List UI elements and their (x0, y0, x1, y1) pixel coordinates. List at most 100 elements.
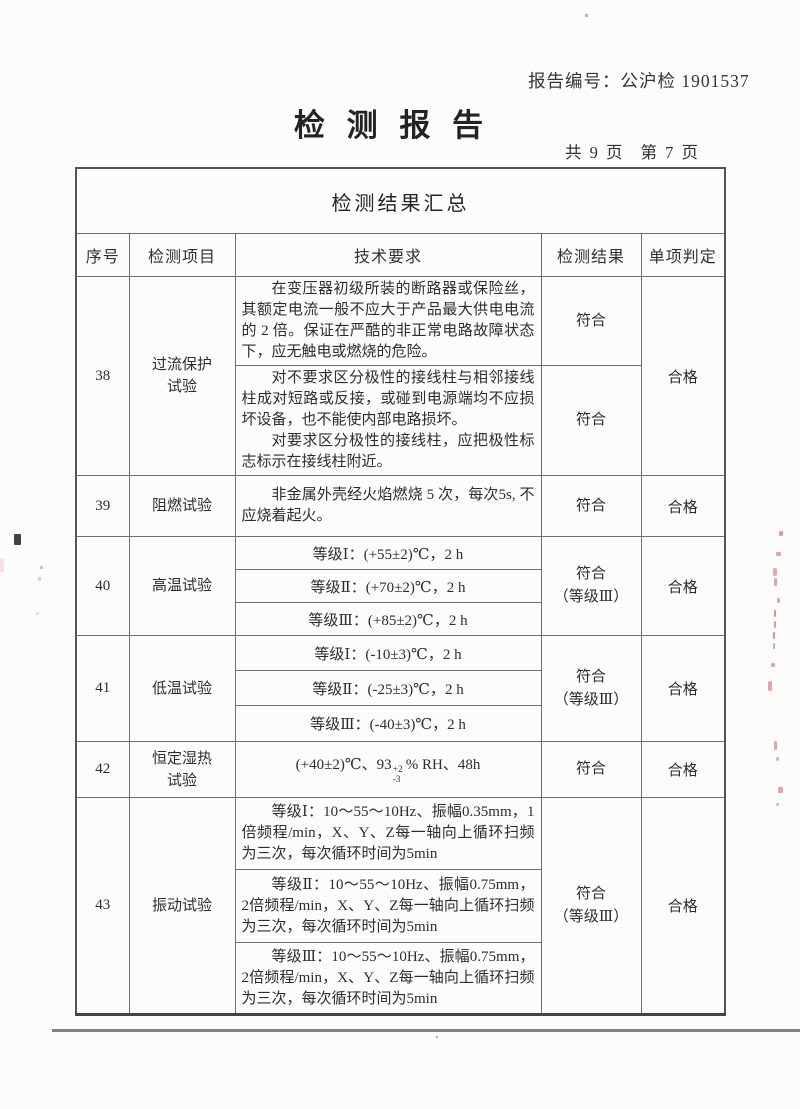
requirement-paragraph: 对要求区分极性的接线柱，应把极性标志标示在接线柱附近。 (241, 433, 535, 470)
col-header-item: 检测项目 (128, 233, 236, 277)
row-39-requirement: 非金属外壳经火焰燃烧 5 次，每次5s, 不应烧着起火。 (234, 475, 542, 537)
tolerance-sup-sub: +2 -3 (392, 765, 403, 786)
stamp-bleed-mark (774, 610, 776, 617)
stamp-bleed-mark (773, 643, 775, 649)
row-42-item: 恒定湿热 试验 (128, 741, 236, 798)
row-38-result-1: 符合 (540, 276, 642, 366)
page-info: 共 9 页第 7 页 (565, 139, 700, 163)
stamp-bleed-mark (776, 552, 781, 556)
row-38-requirement-1: 在变压器初级所装的断路器或保险丝，其额定电流一般不应大于产品最大供电电流的 2 … (234, 276, 542, 366)
tolerance-sub: -3 (392, 775, 401, 785)
requirement-paragraph: 在变压器初级所装的断路器或保险丝，其额定电流一般不应大于产品最大供电电流的 2 … (241, 281, 535, 360)
row-41-level-3: 等级Ⅲ：(-40±3)℃，2 h (234, 705, 542, 742)
stamp-bleed-mark (777, 598, 780, 603)
stamp-bleed-mark (774, 578, 777, 586)
col-header-no: 序号 (75, 233, 130, 277)
scan-edge-smudge (0, 558, 4, 572)
table-row: 43 振动试验 等级Ⅰ：10～55～10Hz、振幅0.35mm，1倍频程/min… (75, 797, 726, 1015)
stamp-bleed-mark (773, 632, 775, 639)
row-42-no: 42 (75, 741, 130, 798)
scan-speck (40, 566, 43, 569)
row-41-item: 低温试验 (128, 635, 236, 742)
row-40-level-3: 等级Ⅲ：(+85±2)℃，2 h (234, 602, 542, 636)
row-38-item: 过流保护 试验 (128, 276, 236, 476)
row-40-level-1: 等级Ⅰ：(+55±2)℃，2 h (234, 536, 542, 570)
row-40-level-2: 等级Ⅱ：(+70±2)℃，2 h (234, 569, 542, 603)
pages-total: 共 9 页 (565, 143, 625, 162)
row-43-no: 43 (75, 797, 130, 1015)
row-42-result: 符合 (540, 741, 642, 798)
requirement-paragraph: 非金属外壳经火焰燃烧 5 次，每次5s, 不应烧着起火。 (241, 487, 535, 524)
row-39-item: 阻燃试验 (128, 475, 236, 537)
table-row: 39 阻燃试验 非金属外壳经火焰燃烧 5 次，每次5s, 不应烧着起火。 符合 … (75, 475, 726, 537)
scan-speck (36, 612, 39, 615)
table-row: 42 恒定湿热 试验 (+40±2)℃、93 +2 -3% RH、48h 符合 合格 (75, 741, 726, 798)
col-header-requirement: 技术要求 (234, 233, 542, 277)
scan-edge-line (52, 1029, 800, 1032)
stamp-bleed-mark (768, 681, 772, 691)
stamp-bleed-mark (778, 787, 783, 793)
row-39-no: 39 (75, 475, 130, 537)
row-41-result: 符合 （等级Ⅲ） (540, 635, 642, 742)
stamp-bleed-mark (774, 621, 776, 628)
col-header-result: 检测结果 (540, 233, 642, 277)
report-number-value: 公沪检 1901537 (620, 71, 750, 91)
tolerance-sup: +2 (392, 765, 403, 776)
row-40-no: 40 (75, 536, 130, 636)
stamp-bleed-mark (774, 741, 777, 750)
table-row: 等级Ⅲ：(+85±2)℃，2 h (76, 602, 725, 636)
table-row: 38 过流保护 试验 在变压器初级所装的断路器或保险丝，其额定电流一般不应大于产… (75, 276, 726, 476)
row-41-judgment: 合格 (640, 635, 726, 742)
col-header-judgment: 单项判定 (640, 233, 726, 277)
requirement-text-suffix: % RH、48h (405, 757, 481, 774)
row-40-result: 符合 （等级Ⅲ） (540, 536, 642, 636)
report-number-label: 报告编号： (528, 71, 621, 91)
table-row: 等级Ⅱ：(+70±2)℃，2 h (76, 569, 725, 603)
requirement-paragraph: 对不要求区分极性的接线柱与相邻接线柱成对短路或反接，或碰到电源端均不应损坏设备，… (241, 370, 535, 428)
table-row: 40 高温试验 等级Ⅰ：(+55±2)℃，2 h 符合 （等级Ⅲ） 合格 (75, 536, 726, 636)
row-41-level-2: 等级Ⅱ：(-25±3)℃，2 h (234, 670, 542, 706)
row-43-item: 振动试验 (128, 797, 236, 1015)
table-header-row: 序号 检测项目 技术要求 检测结果 单项判定 (75, 233, 726, 277)
row-43-level-2: 等级Ⅱ：10～55～10Hz、振幅0.75mm，2倍频程/min，X、Y、Z每一… (234, 869, 542, 943)
row-41-level-1: 等级Ⅰ：(-10±3)℃，2 h (234, 635, 542, 671)
row-39-result: 符合 (540, 475, 642, 537)
document-title: 检 测 报 告 (293, 108, 491, 143)
row-38-result-2: 符合 (540, 365, 642, 476)
requirement-paragraph: 等级Ⅲ：10～55～10Hz、振幅0.75mm，2倍频程/min，X、Y、Z每一… (241, 948, 535, 1007)
row-43-level-3: 等级Ⅲ：10～55～10Hz、振幅0.75mm，2倍频程/min，X、Y、Z每一… (234, 942, 542, 1015)
table-title: 检测结果汇总 (75, 167, 726, 234)
stamp-bleed-mark (776, 803, 779, 806)
scan-ink-mark (14, 534, 21, 545)
row-43-level-1: 等级Ⅰ：10～55～10Hz、振幅0.35mm，1倍频程/min，X、Y、Z每一… (234, 797, 542, 870)
requirement-text-prefix: (+40±2)℃、93 (295, 757, 392, 774)
scan-speck (38, 577, 41, 581)
table-row: 等级Ⅲ：10～55～10Hz、振幅0.75mm，2倍频程/min，X、Y、Z每一… (76, 942, 725, 1015)
row-43-result: 符合 （等级Ⅲ） (540, 797, 642, 1015)
row-38-requirement-2: 对不要求区分极性的接线柱与相邻接线柱成对短路或反接，或碰到电源端均不应损坏设备，… (234, 365, 542, 476)
row-43-judgment: 合格 (640, 797, 726, 1015)
table-row: 等级Ⅱ：(-25±3)℃，2 h (76, 670, 725, 706)
row-42-requirement: (+40±2)℃、93 +2 -3% RH、48h (234, 741, 542, 798)
table-row: 等级Ⅱ：10～55～10Hz、振幅0.75mm，2倍频程/min，X、Y、Z每一… (76, 869, 725, 943)
scan-speck (436, 1036, 438, 1038)
row-39-judgment: 合格 (640, 475, 726, 537)
requirement-paragraph: 等级Ⅰ：10～55～10Hz、振幅0.35mm，1倍频程/min，X、Y、Z每一… (241, 804, 535, 862)
row-40-item: 高温试验 (128, 536, 236, 636)
report-number: 报告编号：公沪检 1901537 (528, 68, 750, 93)
stamp-bleed-mark (779, 531, 783, 536)
row-38-no: 38 (75, 276, 130, 476)
requirement-paragraph: 等级Ⅱ：10～55～10Hz、振幅0.75mm，2倍频程/min，X、Y、Z每一… (241, 876, 535, 935)
row-42-judgment: 合格 (640, 741, 726, 798)
stamp-bleed-mark (776, 757, 779, 761)
page-current: 第 7 页 (640, 143, 700, 162)
table-row: 41 低温试验 等级Ⅰ：(-10±3)℃，2 h 符合 （等级Ⅲ） 合格 (75, 635, 726, 742)
table-row: 对不要求区分极性的接线柱与相邻接线柱成对短路或反接，或碰到电源端均不应损坏设备，… (76, 365, 725, 476)
stamp-bleed-mark (771, 663, 775, 667)
row-38-judgment: 合格 (640, 276, 726, 476)
row-40-judgment: 合格 (640, 536, 726, 636)
summary-table: 检测结果汇总 序号 检测项目 技术要求 检测结果 单项判定 38 过流保护 试验… (75, 167, 727, 1016)
stamp-bleed-mark (773, 568, 777, 576)
row-41-no: 41 (75, 635, 130, 742)
